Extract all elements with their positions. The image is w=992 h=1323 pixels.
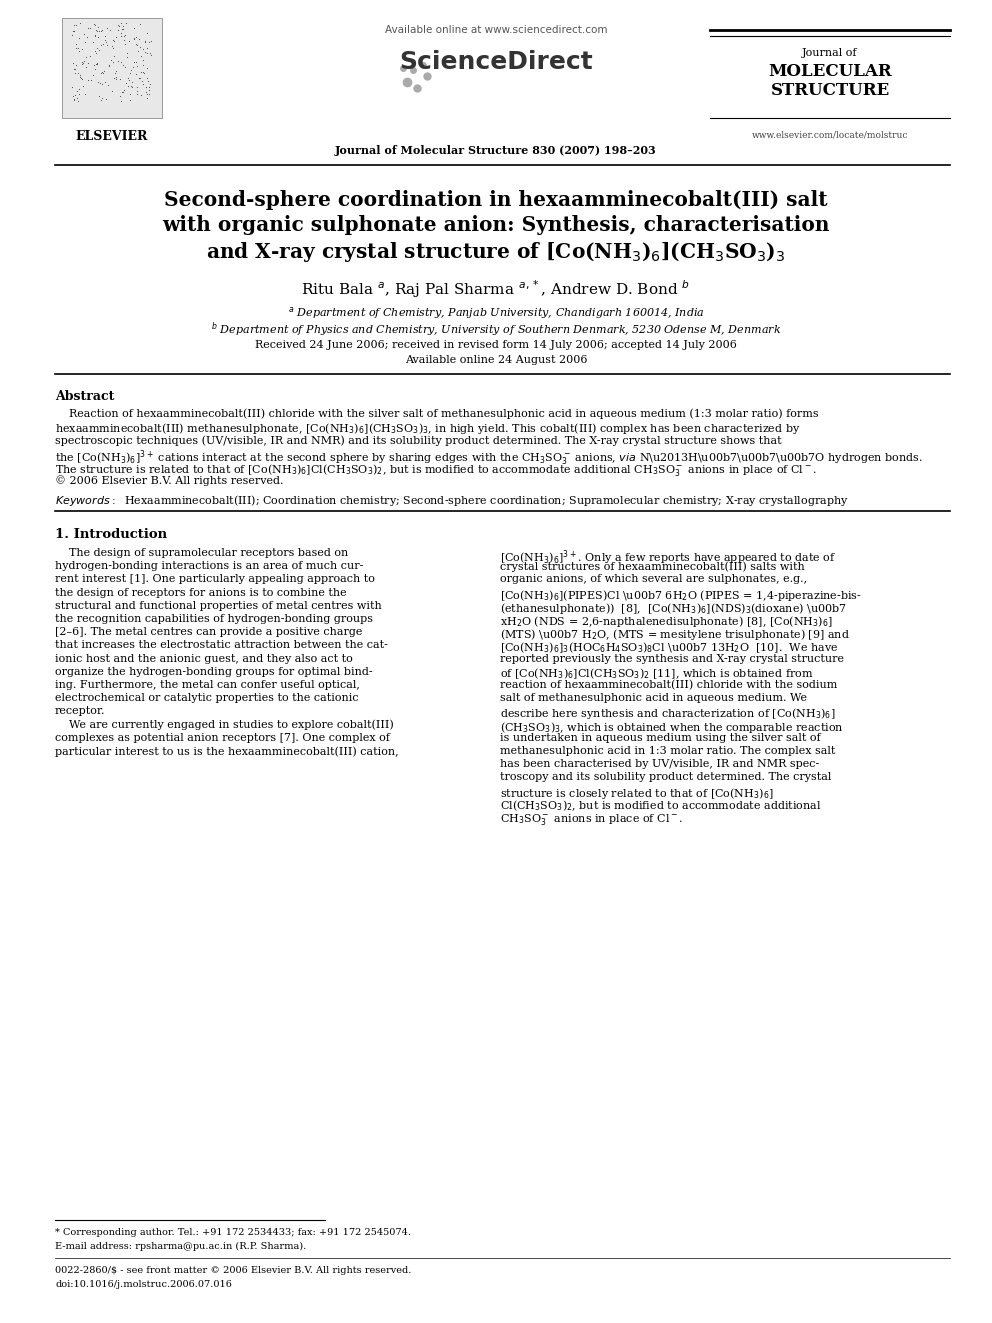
Text: the recognition capabilities of hydrogen-bonding groups: the recognition capabilities of hydrogen… [55, 614, 373, 624]
Text: Cl(CH$_3$SO$_3$)$_2$, but is modified to accommodate additional: Cl(CH$_3$SO$_3$)$_2$, but is modified to… [500, 799, 821, 814]
Text: hexaamminecobalt(III) methanesulphonate, [Co(NH$_3$)$_6$](CH$_3$SO$_3$)$_3$, in : hexaamminecobalt(III) methanesulphonate,… [55, 422, 801, 437]
Text: Ritu Bala $^a$, Raj Pal Sharma $^{a,*}$, Andrew D. Bond $^b$: Ritu Bala $^a$, Raj Pal Sharma $^{a,*}$,… [302, 278, 690, 300]
Text: [2–6]. The metal centres can provide a positive charge: [2–6]. The metal centres can provide a p… [55, 627, 362, 638]
Text: salt of methanesulphonic acid in aqueous medium. We: salt of methanesulphonic acid in aqueous… [500, 693, 807, 704]
Text: [Co(NH$_3$)$_6$](PIPES)Cl \u00b7 6H$_2$O (PIPES = 1,4-piperazine-bis-: [Co(NH$_3$)$_6$](PIPES)Cl \u00b7 6H$_2$O… [500, 587, 862, 602]
Text: complexes as potential anion receptors [7]. One complex of: complexes as potential anion receptors [… [55, 733, 390, 742]
Text: electrochemical or catalytic properties to the cationic: electrochemical or catalytic properties … [55, 693, 359, 704]
Text: (ethanesulphonate))  [8],  [Co(NH$_3$)$_6$](NDS)$_3$(dioxane) \u00b7: (ethanesulphonate)) [8], [Co(NH$_3$)$_6$… [500, 601, 847, 615]
Text: crystal structures of hexaamminecobalt(III) salts with: crystal structures of hexaamminecobalt(I… [500, 561, 805, 572]
Text: The design of supramolecular receptors based on: The design of supramolecular receptors b… [55, 548, 348, 558]
Text: $\mathit{Keywords:}$  Hexaamminecobalt(III); Coordination chemistry; Second-sphe: $\mathit{Keywords:}$ Hexaamminecobalt(II… [55, 493, 849, 508]
Text: $^a$ Department of Chemistry, Panjab University, Chandigarh 160014, India: $^a$ Department of Chemistry, Panjab Uni… [288, 306, 704, 321]
Text: ELSEVIER: ELSEVIER [75, 130, 148, 143]
Text: troscopy and its solubility product determined. The crystal: troscopy and its solubility product dete… [500, 773, 831, 782]
Text: www.elsevier.com/locate/molstruc: www.elsevier.com/locate/molstruc [752, 130, 909, 139]
Text: CH$_3$SO$_3^-$ anions in place of Cl$^-$.: CH$_3$SO$_3^-$ anions in place of Cl$^-$… [500, 812, 683, 827]
Text: Received 24 June 2006; received in revised form 14 July 2006; accepted 14 July 2: Received 24 June 2006; received in revis… [255, 340, 737, 351]
Text: Available online 24 August 2006: Available online 24 August 2006 [405, 355, 587, 365]
Text: reaction of hexaamminecobalt(III) chloride with the sodium: reaction of hexaamminecobalt(III) chlori… [500, 680, 837, 691]
Text: Abstract: Abstract [55, 390, 114, 404]
Text: is undertaken in aqueous medium using the silver salt of: is undertaken in aqueous medium using th… [500, 733, 820, 742]
Text: hydrogen-bonding interactions is an area of much cur-: hydrogen-bonding interactions is an area… [55, 561, 363, 572]
Text: organic anions, of which several are sulphonates, e.g.,: organic anions, of which several are sul… [500, 574, 807, 585]
Text: that increases the electrostatic attraction between the cat-: that increases the electrostatic attract… [55, 640, 388, 651]
Text: rent interest [1]. One particularly appealing approach to: rent interest [1]. One particularly appe… [55, 574, 375, 585]
Text: [Co(NH$_3$)$_6$]$^{3+}$. Only a few reports have appeared to date of: [Co(NH$_3$)$_6$]$^{3+}$. Only a few repo… [500, 548, 836, 566]
Text: particular interest to us is the hexaamminecobalt(III) cation,: particular interest to us is the hexaamm… [55, 746, 399, 757]
Text: ionic host and the anionic guest, and they also act to: ionic host and the anionic guest, and th… [55, 654, 353, 664]
Text: organize the hydrogen-bonding groups for optimal bind-: organize the hydrogen-bonding groups for… [55, 667, 373, 677]
Text: STRUCTURE: STRUCTURE [771, 82, 890, 99]
Text: Journal of Molecular Structure 830 (2007) 198–203: Journal of Molecular Structure 830 (2007… [335, 146, 657, 156]
Text: We are currently engaged in studies to explore cobalt(III): We are currently engaged in studies to e… [55, 720, 394, 730]
Text: structural and functional properties of metal centres with: structural and functional properties of … [55, 601, 382, 611]
Text: (CH$_3$SO$_3$)$_3$, which is obtained when the comparable reaction: (CH$_3$SO$_3$)$_3$, which is obtained wh… [500, 720, 844, 734]
Text: of [Co(NH$_3$)$_6$]Cl(CH$_3$SO$_3$)$_2$ [11], which is obtained from: of [Co(NH$_3$)$_6$]Cl(CH$_3$SO$_3$)$_2$ … [500, 667, 813, 681]
Text: describe here synthesis and characterization of [Co(NH$_3$)$_6$]: describe here synthesis and characteriza… [500, 706, 835, 721]
Text: MOLECULAR: MOLECULAR [768, 64, 892, 79]
Text: Second-sphere coordination in hexaamminecobalt(III) salt: Second-sphere coordination in hexaammine… [165, 191, 827, 210]
Text: $^b$ Department of Physics and Chemistry, University of Southern Denmark, 5230 O: $^b$ Department of Physics and Chemistry… [211, 320, 781, 339]
Text: (MTS) \u00b7 H$_2$O, (MTS = mesitylene trisulphonate) [9] and: (MTS) \u00b7 H$_2$O, (MTS = mesitylene t… [500, 627, 850, 642]
Text: ScienceDirect: ScienceDirect [399, 50, 593, 74]
Text: © 2006 Elsevier B.V. All rights reserved.: © 2006 Elsevier B.V. All rights reserved… [55, 475, 284, 487]
Text: spectroscopic techniques (UV/visible, IR and NMR) and its solubility product det: spectroscopic techniques (UV/visible, IR… [55, 435, 782, 446]
Text: 1. Introduction: 1. Introduction [55, 528, 167, 541]
Text: methanesulphonic acid in 1:3 molar ratio. The complex salt: methanesulphonic acid in 1:3 molar ratio… [500, 746, 835, 755]
Text: xH$_2$O (NDS = 2,6-napthalenedisulphonate) [8], [Co(NH$_3$)$_6$]: xH$_2$O (NDS = 2,6-napthalenedisulphonat… [500, 614, 833, 628]
Text: reported previously the synthesis and X-ray crystal structure: reported previously the synthesis and X-… [500, 654, 844, 664]
Text: Reaction of hexaamminecobalt(III) chloride with the silver salt of methanesulpho: Reaction of hexaamminecobalt(III) chlori… [55, 407, 818, 418]
Text: ing. Furthermore, the metal can confer useful optical,: ing. Furthermore, the metal can confer u… [55, 680, 360, 691]
Text: 0022-2860/$ - see front matter © 2006 Elsevier B.V. All rights reserved.: 0022-2860/$ - see front matter © 2006 El… [55, 1266, 412, 1275]
Text: the design of receptors for anions is to combine the: the design of receptors for anions is to… [55, 587, 346, 598]
Text: receptor.: receptor. [55, 706, 105, 716]
Bar [62, 19, 162, 118]
Text: structure is closely related to that of [Co(NH$_3$)$_6$]: structure is closely related to that of … [500, 786, 774, 800]
Text: the [Co(NH$_3$)$_6$]$^{3+}$ cations interact at the second sphere by sharing edg: the [Co(NH$_3$)$_6$]$^{3+}$ cations inte… [55, 448, 923, 468]
Text: has been characterised by UV/visible, IR and NMR spec-: has been characterised by UV/visible, IR… [500, 759, 819, 769]
Text: and X-ray crystal structure of [Co(NH$_3$)$_6$](CH$_3$SO$_3$)$_3$: and X-ray crystal structure of [Co(NH$_3… [206, 239, 786, 265]
Text: E-mail address: rpsharma@pu.ac.in (R.P. Sharma).: E-mail address: rpsharma@pu.ac.in (R.P. … [55, 1242, 307, 1252]
Text: Available online at www.sciencedirect.com: Available online at www.sciencedirect.co… [385, 25, 607, 34]
Text: * Corresponding author. Tel.: +91 172 2534433; fax: +91 172 2545074.: * Corresponding author. Tel.: +91 172 25… [55, 1228, 411, 1237]
Text: The structure is related to that of [Co(NH$_3$)$_6$]Cl(CH$_3$SO$_3$)$_2$, but is: The structure is related to that of [Co(… [55, 462, 817, 478]
Text: doi:10.1016/j.molstruc.2006.07.016: doi:10.1016/j.molstruc.2006.07.016 [55, 1279, 232, 1289]
Text: with organic sulphonate anion: Synthesis, characterisation: with organic sulphonate anion: Synthesis… [163, 216, 829, 235]
Text: [Co(NH$_3$)$_6$]$_3$(HOC$_6$H$_4$SO$_3$)$_8$Cl \u00b7 13H$_2$O  [10].  We have: [Co(NH$_3$)$_6$]$_3$(HOC$_6$H$_4$SO$_3$)… [500, 640, 838, 655]
Text: Journal of: Journal of [803, 48, 858, 58]
